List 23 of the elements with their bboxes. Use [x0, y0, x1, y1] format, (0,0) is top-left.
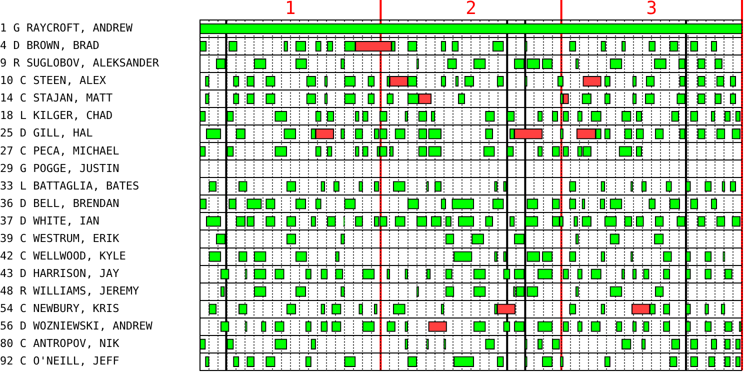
y-tick-label: 18 L KILGER, CHAD [0, 109, 113, 122]
y-tick-label: 36 D BELL, BRENDAN [0, 196, 120, 210]
y-tick-label: 29 G POGGE, JUSTIN [0, 162, 120, 175]
x-tick-label: 2 [466, 0, 476, 19]
y-tick-label: 9 R SUGLOBOV, ALEKSANDER [0, 56, 160, 70]
x-tick-label: 1 [284, 0, 296, 19]
y-tick-label: 42 C WELLWOOD, KYLE [0, 249, 126, 262]
y-tick-label: 10 C STEEN, ALEX [0, 74, 106, 88]
y-tick-label: 43 D HARRISON, JAY [0, 266, 120, 280]
y-tick-label: 39 C WESTRUM, ERIK [0, 232, 120, 245]
y-tick-label: 37 D WHITE, IAN [0, 214, 100, 228]
y-tick-label: 33 L BATTAGLIA, BATES [0, 179, 140, 192]
y-tick-label: 4 D BROWN, BRAD [0, 39, 100, 52]
y-tick-label: 25 D GILL, HAL [0, 126, 94, 140]
y-tick-label: 14 C STAJAN, MATT [0, 92, 113, 105]
y-tick-label: 27 C PECA, MICHAEL [0, 144, 120, 158]
x-tick-label: 3 [646, 0, 658, 19]
y-tick-label: 56 D WOZNIEWSKI, ANDREW [0, 319, 153, 332]
y-tick-label: 48 R WILLIAMS, JEREMY [0, 284, 140, 298]
y-tick-label: 1 G RAYCROFT, ANDREW [0, 22, 133, 35]
y-tick-label: 80 C ANTROPOV, NIK [0, 336, 120, 350]
y-tick-label: 54 C NEWBURY, KRIS [0, 302, 120, 315]
y-tick-label: 92 C O'NEILL, JEFF [0, 354, 120, 368]
